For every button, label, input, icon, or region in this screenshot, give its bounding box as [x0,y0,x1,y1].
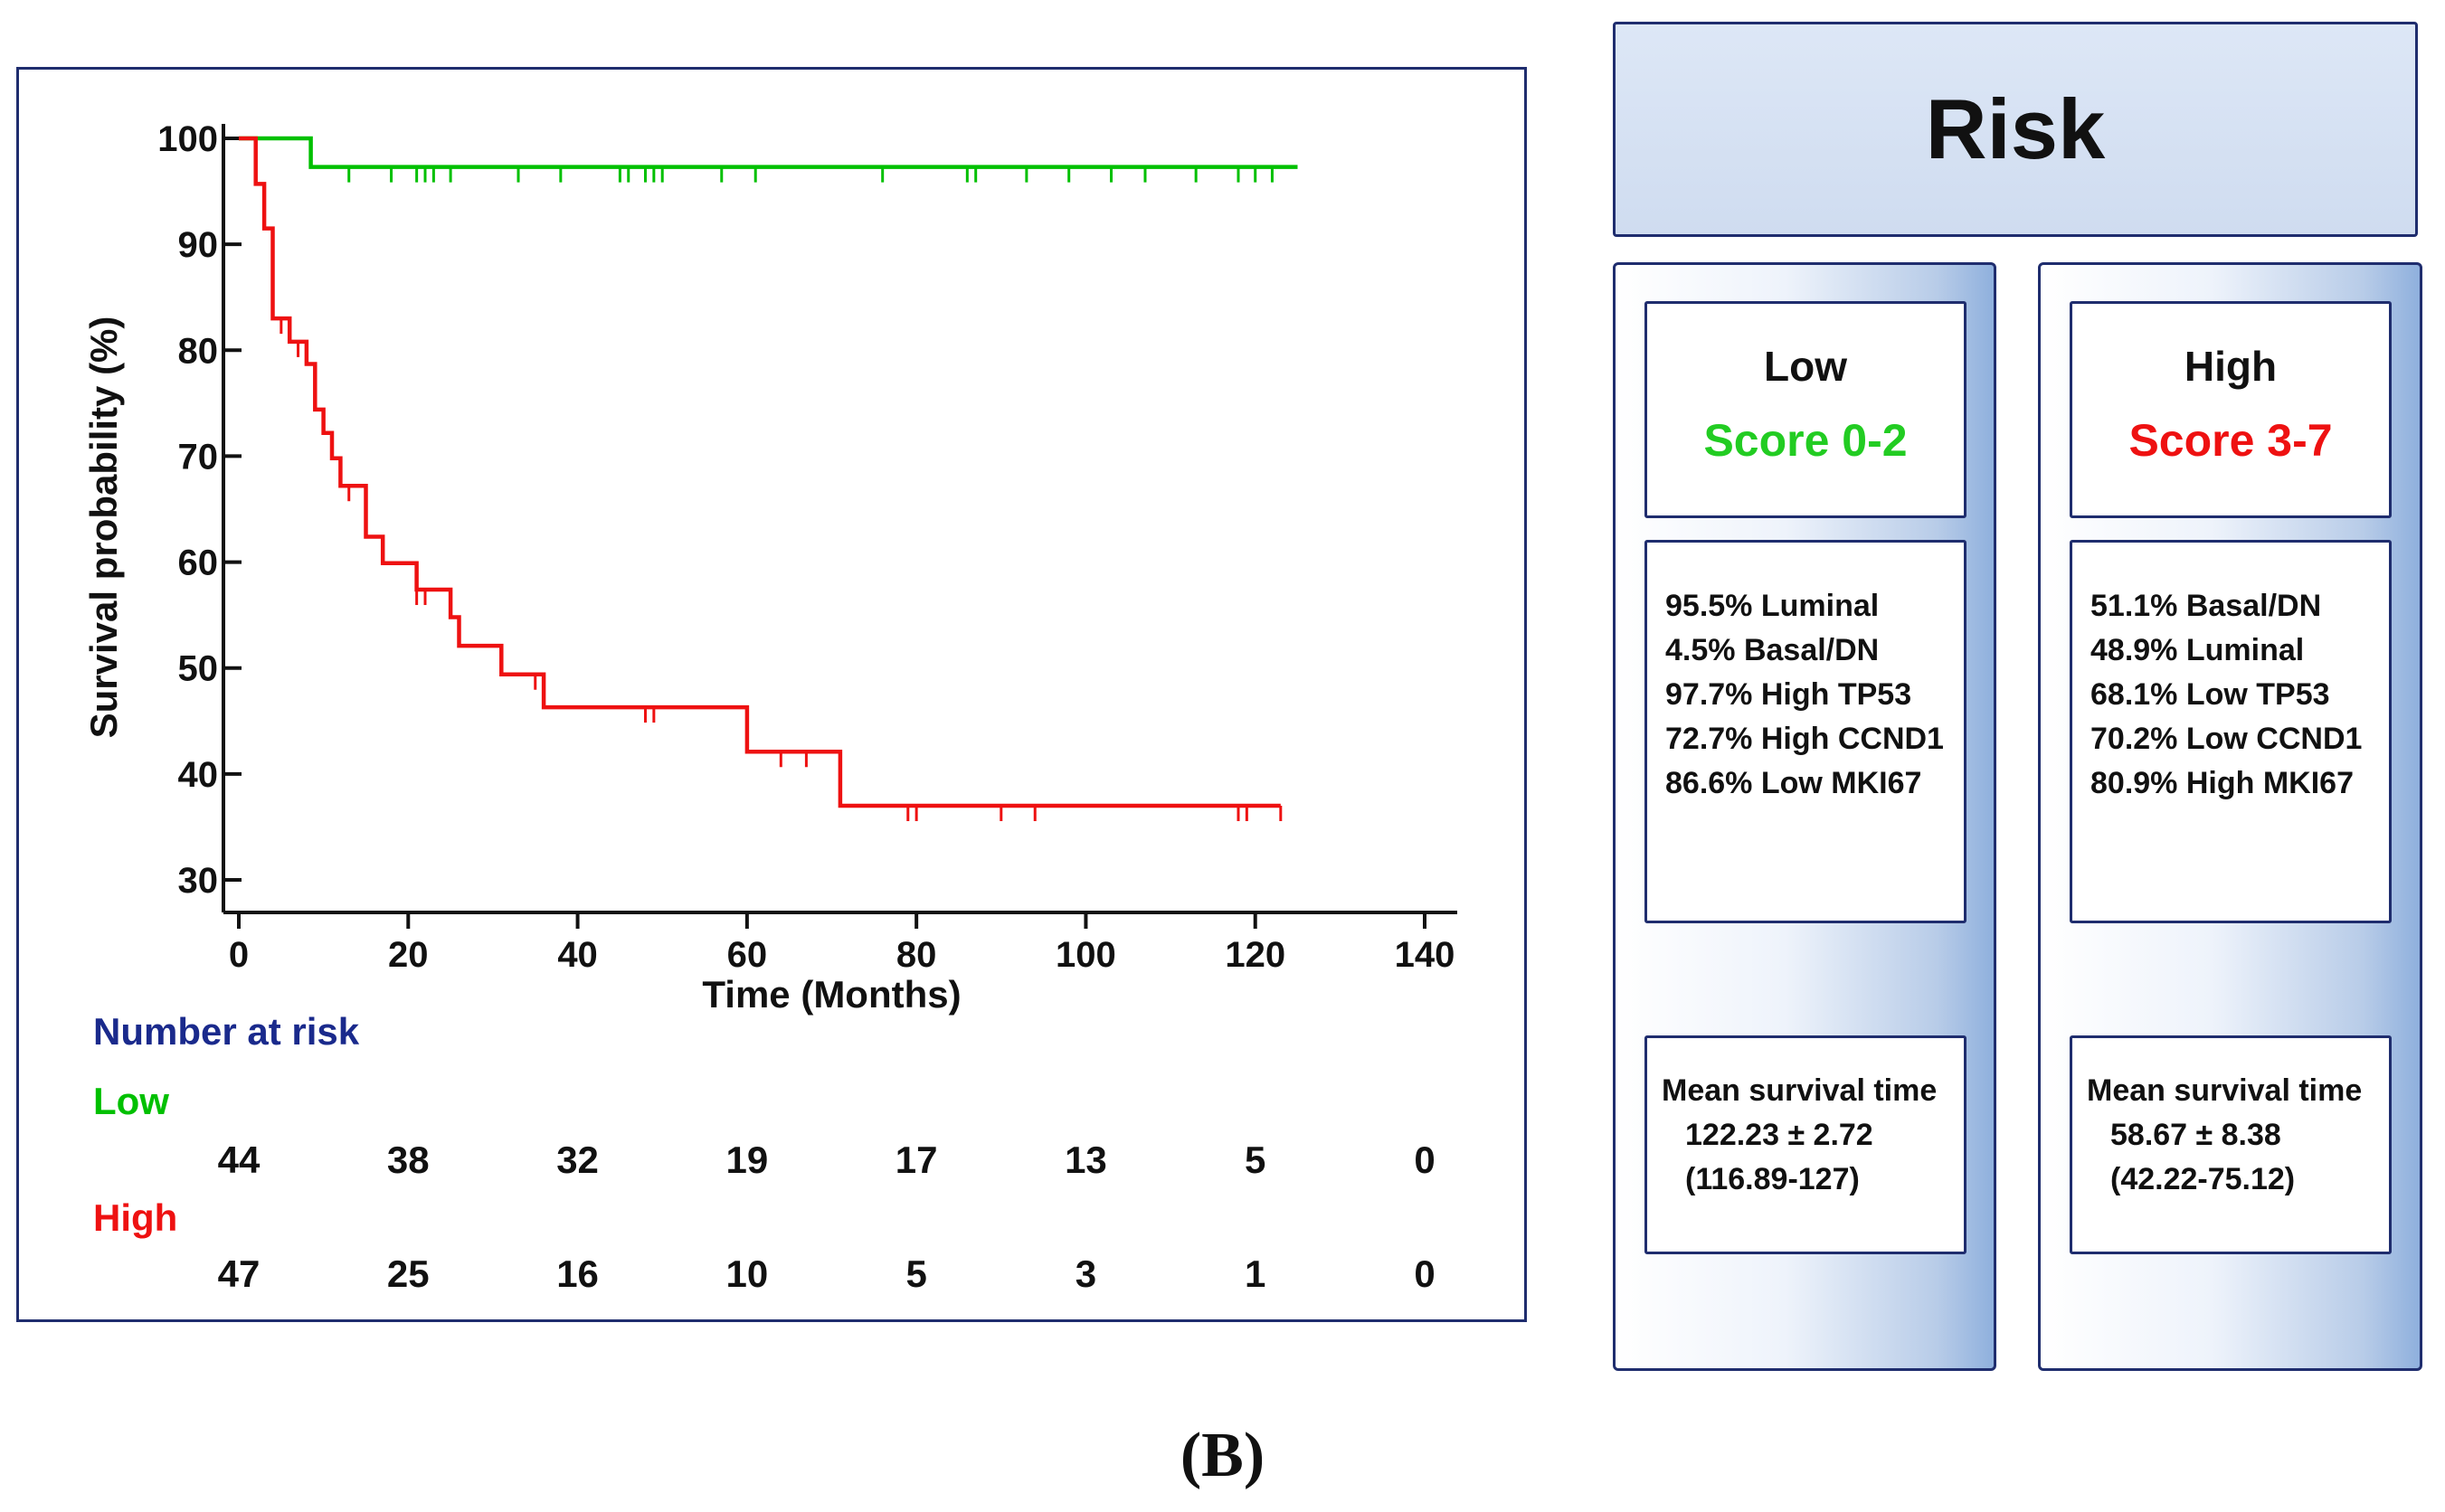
high-survival-curve [239,136,1281,808]
risk-title: Risk [1925,81,2106,176]
low-risk-column: Low Score 0-2 95.5% Luminal 4.5% Basal/D… [1613,262,1996,1371]
low-group-label: Low [1764,343,1847,390]
x-tick-label: 20 [388,935,429,975]
x-tick-label: 40 [557,935,598,975]
x-tick-label: 120 [1225,935,1285,975]
y-tick-label: 70 [178,437,219,477]
high-title-box: High Score 3-7 [2070,301,2392,518]
y-tick-label: 30 [178,861,219,901]
high-mean-survival-box: Mean survival time 58.67 ± 8.38 (42.22-7… [2070,1035,2392,1254]
y-tick-label: 80 [178,331,219,371]
low-risk-count: 38 [387,1139,430,1181]
low-feature: 86.6% Low MKI67 [1665,766,1922,800]
high-feature: 68.1% Low TP53 [2090,677,2330,712]
high-mst-value: 58.67 ± 8.38 [2110,1118,2281,1152]
low-mst-value: 122.23 ± 2.72 [1685,1118,1873,1152]
low-feature: 95.5% Luminal [1665,589,1880,623]
x-tick-label: 100 [1056,935,1116,975]
y-tick-label: 50 [178,649,219,689]
low-feature: 97.7% High TP53 [1665,677,1912,712]
risk-header: Risk [1613,22,2418,237]
high-risk-count: 1 [1245,1252,1265,1295]
number-at-risk-title: Number at risk [93,1010,360,1053]
low-risk-count: 19 [725,1139,768,1181]
low-risk-count: 17 [896,1139,938,1181]
low-score-label: Score 0-2 [1703,415,1908,466]
high-feature: 48.9% Luminal [2090,633,2305,667]
low-feature: 4.5% Basal/DN [1665,633,1880,667]
low-risk-count: 32 [556,1139,599,1181]
high-risk-count: 25 [387,1252,430,1295]
low-features-box: 95.5% Luminal 4.5% Basal/DN 97.7% High T… [1644,540,1966,923]
x-tick-label: 0 [229,935,249,975]
low-feature: 72.7% High CCND1 [1665,722,1944,756]
y-tick-label: 40 [178,755,219,795]
low-mst-label: Mean survival time [1662,1073,1938,1108]
y-axis-title: Survival probability (%) [82,317,125,739]
y-tick-label: 90 [178,225,219,265]
low-risk-count: 44 [218,1139,261,1181]
high-mst-ci: (42.22-75.12) [2110,1162,2296,1196]
x-tick-label: 60 [727,935,768,975]
high-risk-count: 47 [218,1252,261,1295]
low-risk-count: 5 [1245,1139,1265,1181]
low-mst-ci: (116.89-127) [1685,1162,1860,1196]
high-risk-row-label: High [93,1196,177,1239]
y-tick-label: 60 [178,543,219,583]
high-features-box: 51.1% Basal/DN 48.9% Luminal 68.1% Low T… [2070,540,2392,923]
high-risk-count: 5 [905,1252,926,1295]
high-risk-count: 0 [1414,1252,1435,1295]
high-feature: 70.2% Low CCND1 [2090,722,2363,756]
high-feature: 51.1% Basal/DN [2090,589,2322,623]
figure-caption: (B) [1180,1421,1265,1490]
km-chart-panel: 30 40 50 60 70 80 90 100 0 20 40 60 80 100 120 140 Time … [16,67,1527,1322]
low-risk-count: 0 [1414,1139,1435,1181]
axes-group: 30 40 50 60 70 80 90 100 0 20 40 60 80 100 120 140 Time … [82,119,1457,1016]
high-score-label: Score 3-7 [2128,415,2333,466]
high-risk-column: High Score 3-7 51.1% Basal/DN 48.9% Lumi… [2038,262,2422,1371]
x-tick-label: 80 [896,935,937,975]
high-group-label: High [2184,343,2278,390]
low-risk-count: 13 [1065,1139,1107,1181]
high-mst-label: Mean survival time [2087,1073,2363,1108]
x-axis-title: Time (Months) [702,973,961,1016]
x-tick-label: 140 [1395,935,1455,975]
low-risk-row-label: Low [93,1080,169,1122]
low-title-box: Low Score 0-2 [1644,301,1966,518]
high-feature: 80.9% High MKI67 [2090,766,2354,800]
series-group [239,136,1298,821]
high-risk-count: 16 [556,1252,599,1295]
high-risk-count: 3 [1076,1252,1096,1295]
low-survival-curve [239,136,1298,169]
y-tick-label: 100 [157,119,218,159]
low-mean-survival-box: Mean survival time 122.23 ± 2.72 (116.89… [1644,1035,1966,1254]
high-risk-count: 10 [725,1252,768,1295]
